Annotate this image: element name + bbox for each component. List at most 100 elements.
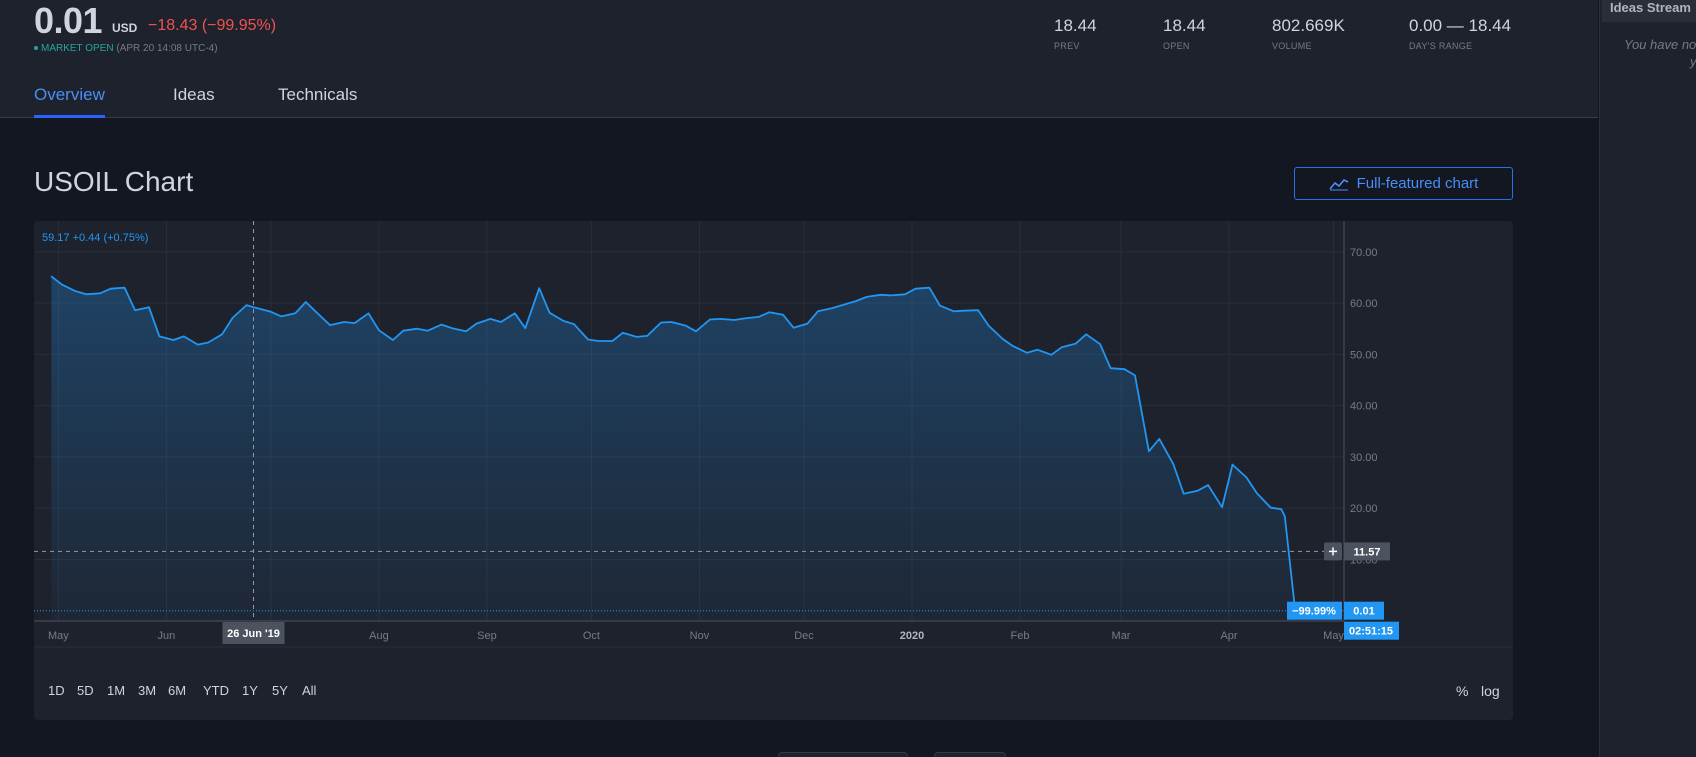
price-point xyxy=(305,301,307,303)
price-point xyxy=(538,287,540,289)
range-1d[interactable]: 1D xyxy=(48,683,65,698)
price-point xyxy=(232,317,234,319)
price-point xyxy=(451,327,453,329)
last-change-label: −99.99% xyxy=(1292,606,1336,618)
price-point xyxy=(465,330,467,332)
price-point xyxy=(988,325,990,327)
price-point xyxy=(158,335,160,337)
stat-prev: 18.44 PREV xyxy=(1054,16,1097,51)
price-point xyxy=(280,315,282,317)
stat-open: 18.44 OPEN xyxy=(1163,16,1206,51)
price-point xyxy=(841,304,843,306)
price-point xyxy=(245,304,248,306)
price-point xyxy=(1270,507,1272,509)
crosshair-date-label: 26 Jun '19 xyxy=(227,628,280,640)
price-point xyxy=(1061,346,1063,348)
ideas-stream-tab[interactable]: Ideas Stream xyxy=(1602,0,1696,22)
price-point xyxy=(792,327,795,329)
ideas-stream-empty-note: You have no y xyxy=(1624,36,1696,70)
price-area-fill xyxy=(51,276,1296,621)
stat-open-value: 18.44 xyxy=(1163,16,1206,35)
bottom-pill-button[interactable] xyxy=(778,752,908,757)
price-point xyxy=(1280,508,1282,510)
tab-technicals[interactable]: Technicals xyxy=(278,85,358,104)
price-point xyxy=(1221,506,1223,508)
price-point xyxy=(611,340,614,342)
range-all[interactable]: All xyxy=(302,683,317,698)
tab-ideas[interactable]: Ideas xyxy=(173,85,215,104)
y-tick-label: 40.00 xyxy=(1350,401,1378,413)
price-point xyxy=(1256,492,1258,494)
range-ytd[interactable]: YTD xyxy=(203,683,229,698)
price-point xyxy=(99,292,101,294)
price-point xyxy=(134,309,136,311)
x-tick-label: Oct xyxy=(583,630,600,642)
price-point xyxy=(1148,450,1150,452)
price-point xyxy=(1050,354,1052,356)
countdown-label: 02:51:15 xyxy=(1349,626,1393,638)
stat-open-label: OPEN xyxy=(1163,41,1190,51)
x-tick-label: Feb xyxy=(1010,630,1029,642)
price-change: −18.43 (−99.95%) xyxy=(148,17,277,34)
price-point xyxy=(1026,352,1028,354)
last-price: 0.01 xyxy=(34,0,103,41)
log-scale-toggle[interactable]: log xyxy=(1481,683,1500,699)
price-point xyxy=(1134,374,1136,376)
range-5y[interactable]: 5Y xyxy=(272,683,288,698)
price-point xyxy=(928,287,931,289)
range-1m[interactable]: 1M xyxy=(107,683,126,698)
full-featured-chart-button[interactable]: Full-featured chart xyxy=(1294,167,1513,200)
price-point xyxy=(695,330,697,332)
tab-overview[interactable]: Overview xyxy=(34,85,105,118)
full-featured-chart-label: Full-featured chart xyxy=(1356,175,1479,192)
price-point xyxy=(183,335,185,337)
price-point xyxy=(855,300,857,302)
price-point xyxy=(172,339,174,341)
price-point xyxy=(549,312,551,314)
price-point xyxy=(367,312,370,314)
price-point xyxy=(427,330,429,332)
price-point xyxy=(514,312,516,314)
crosshair-date-box xyxy=(222,622,285,644)
x-tick-label: Apr xyxy=(1220,630,1237,642)
range-3m[interactable]: 3M xyxy=(138,683,157,698)
price-point xyxy=(85,293,87,295)
price-point xyxy=(880,294,882,296)
price-point xyxy=(622,332,624,334)
price-point xyxy=(197,344,199,346)
price-point xyxy=(500,321,502,323)
price-point xyxy=(953,310,955,312)
price-point xyxy=(252,306,255,308)
price-point xyxy=(294,312,296,314)
price-point xyxy=(904,293,906,295)
main-content: 0.01 USD −18.43 (−99.95%) MARKET OPEN (A… xyxy=(0,0,1598,757)
price-point xyxy=(524,327,526,329)
price-point xyxy=(1245,476,1247,478)
range-5d[interactable]: 5D xyxy=(77,683,94,698)
stat-days-range-label: DAY'S RANGE xyxy=(1409,41,1473,51)
price-point xyxy=(221,333,223,335)
y-tick-label: 50.00 xyxy=(1350,349,1378,361)
percent-scale-toggle[interactable]: % xyxy=(1456,683,1469,699)
price-point xyxy=(719,318,722,320)
price-point xyxy=(1012,345,1014,347)
price-point xyxy=(733,319,735,321)
stat-days-range: 0.00 — 18.44 DAY'S RANGE xyxy=(1409,16,1511,51)
price-chart[interactable]: 70.00 60.00 50.00 40.00 30.00 20.00 10.00 May Ju… xyxy=(34,221,1513,720)
price-point xyxy=(1110,367,1112,369)
price-point xyxy=(1036,349,1038,351)
x-tick-label: Jun xyxy=(158,630,176,642)
price-point xyxy=(1099,343,1101,345)
price-point xyxy=(963,310,965,312)
price-point xyxy=(50,275,52,277)
x-tick-label: 2020 xyxy=(900,630,924,642)
y-tick-label: 70.00 xyxy=(1350,247,1378,259)
bottom-pill-button-2[interactable] xyxy=(934,752,1006,757)
range-6m[interactable]: 6M xyxy=(168,683,187,698)
price-point xyxy=(1158,438,1160,440)
chart-line-icon xyxy=(1329,178,1348,190)
price-point xyxy=(1075,343,1077,345)
range-1y[interactable]: 1Y xyxy=(242,683,258,698)
price-point xyxy=(671,321,673,323)
